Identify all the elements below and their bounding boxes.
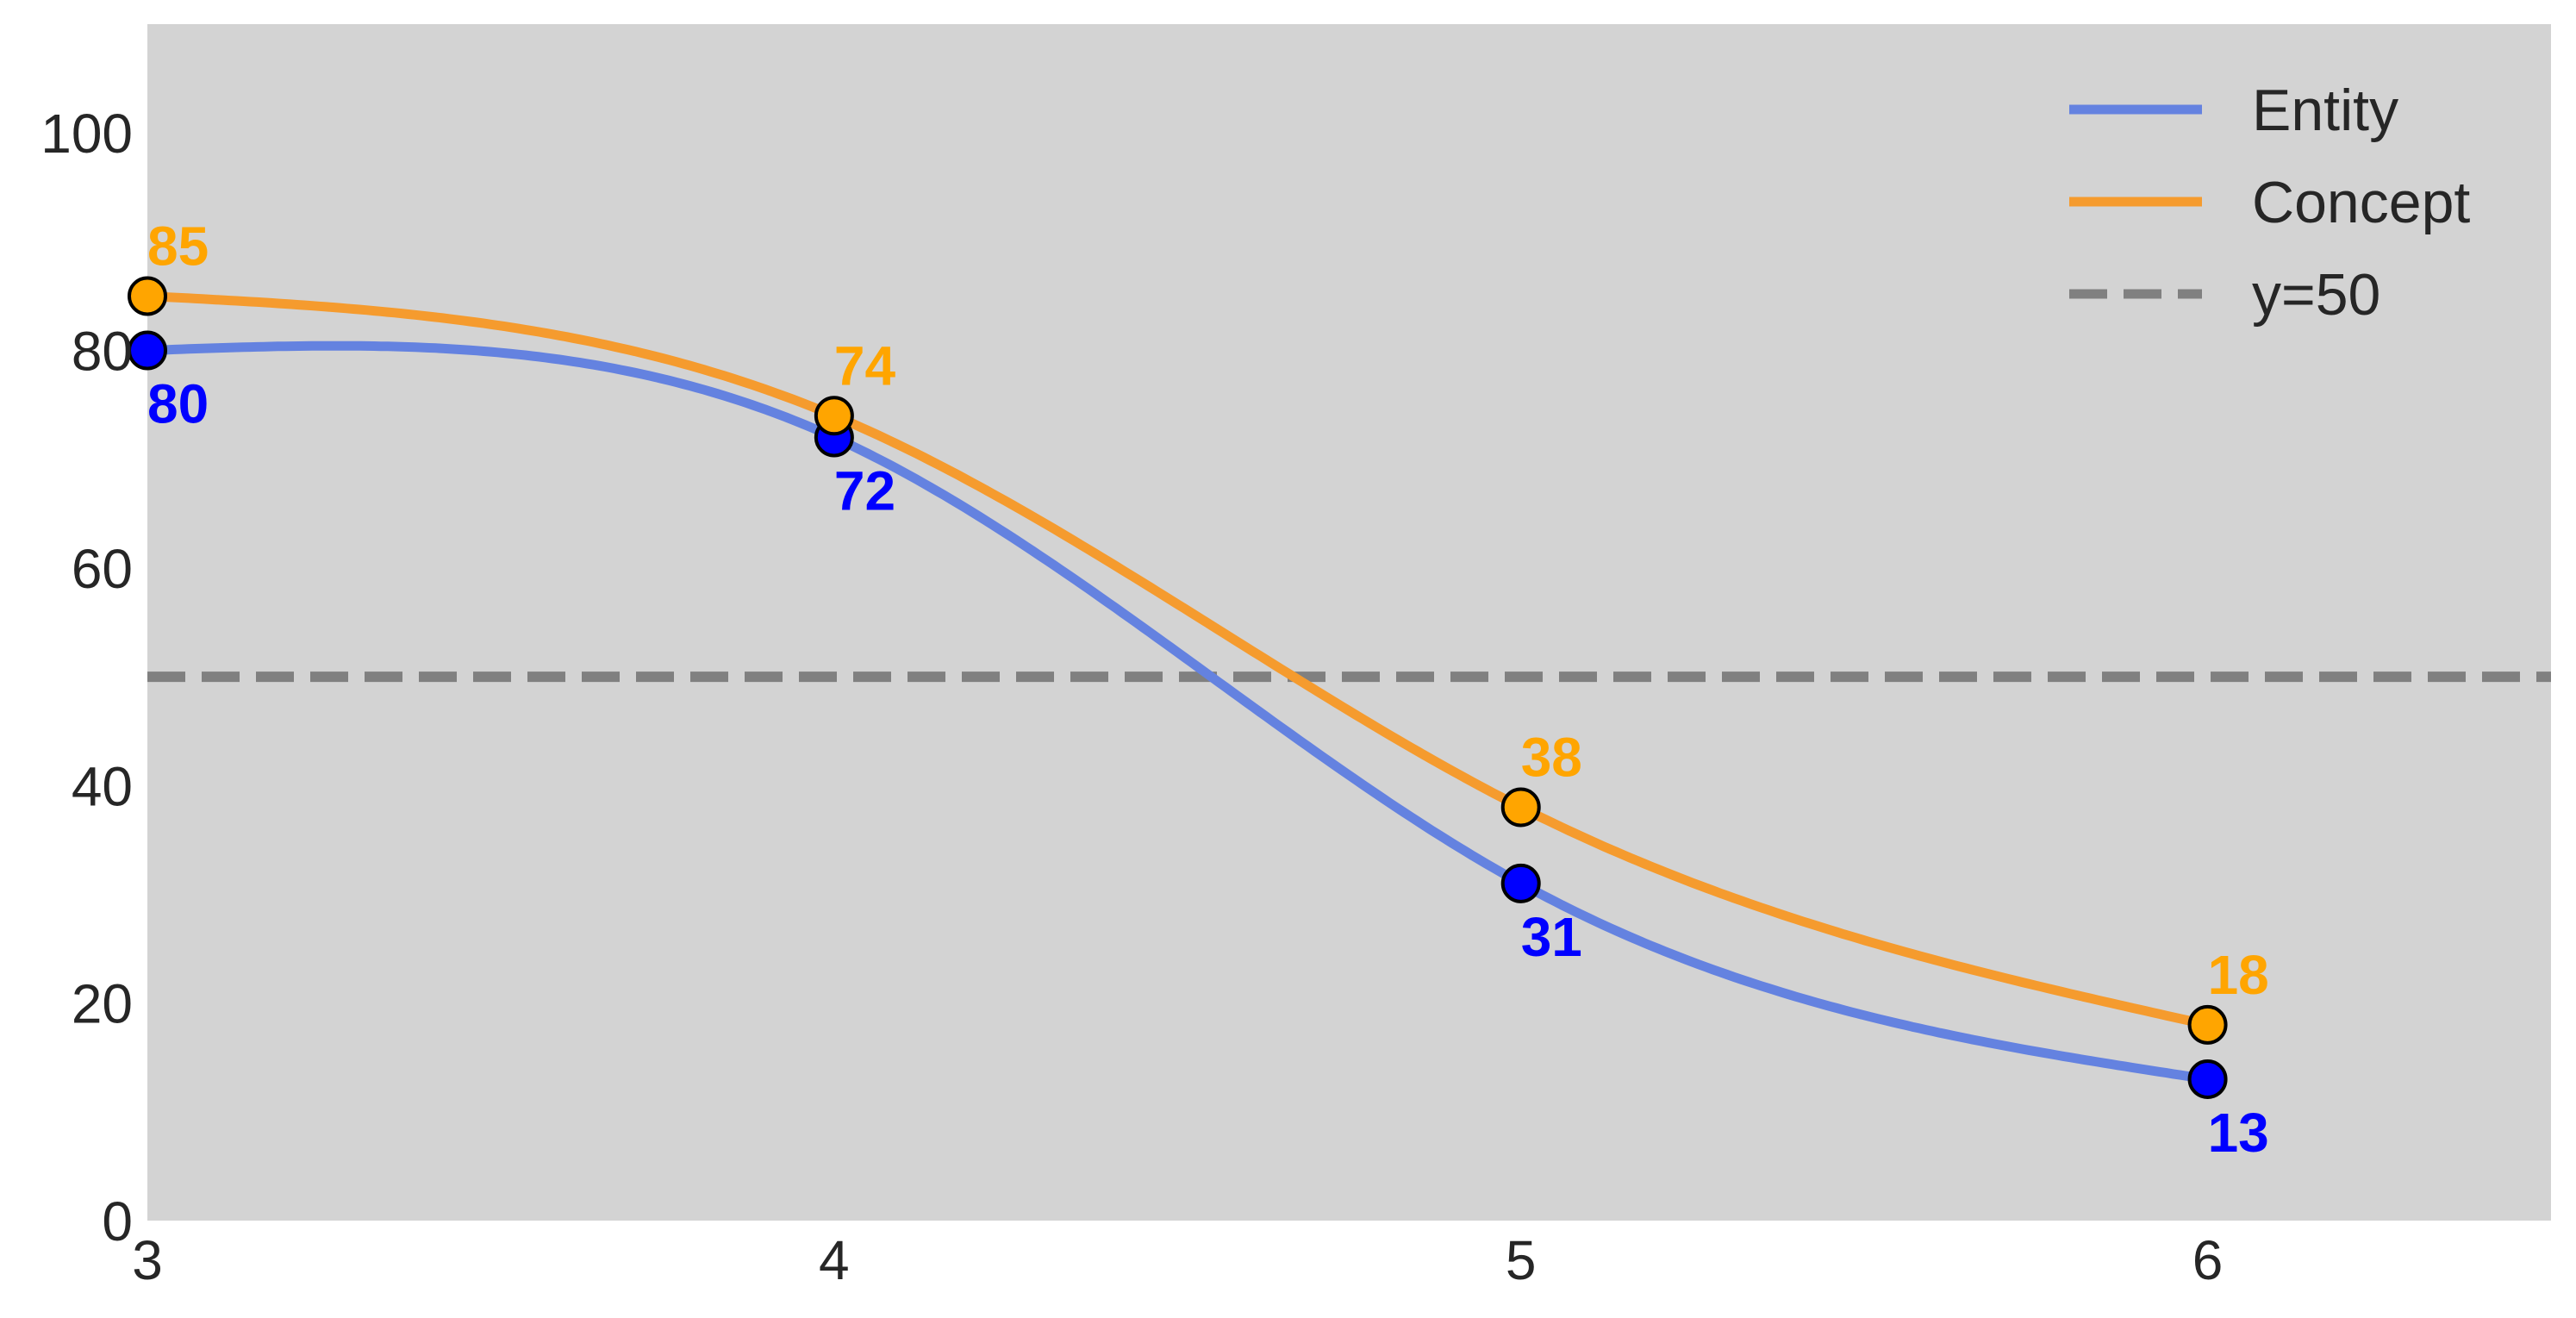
y-tick-label: 0 [102, 1190, 133, 1252]
x-tick-label: 4 [819, 1229, 850, 1291]
data-label-concept: 38 [1521, 727, 1582, 789]
marker-entity [2187, 1059, 2228, 1099]
markers-layer [128, 276, 2228, 1099]
marker-concept [814, 396, 854, 436]
data-label-entity: 80 [147, 373, 209, 435]
data-label-entity: 13 [2208, 1102, 2269, 1164]
data-label-entity: 31 [1521, 906, 1582, 968]
series-line-concept [142, 291, 2213, 1030]
marker-concept [128, 276, 167, 316]
y-tick-label: 60 [72, 538, 133, 600]
marker-entity [1500, 863, 1541, 903]
series-line-entity [142, 340, 2213, 1084]
marker-concept [1500, 787, 1541, 828]
marker-concept [2187, 1004, 2228, 1045]
x-tick-label: 5 [1506, 1229, 1537, 1291]
y-tick-label: 80 [72, 321, 133, 383]
data-label-entity: 72 [834, 459, 895, 522]
series-lines-layer [142, 291, 2213, 1084]
legend-label-y50: y=50 [2252, 262, 2380, 328]
x-tick-label: 3 [132, 1229, 163, 1291]
y-tick-label: 20 [72, 973, 133, 1035]
data-label-concept: 85 [147, 215, 209, 277]
plot-background [147, 24, 2551, 1221]
y-tick-label: 40 [72, 755, 133, 817]
legend: Entity Concept y=50 [2069, 78, 2470, 328]
data-labels-layer: 80 72 31 13 85 74 38 18 [147, 215, 2269, 1164]
marker-entity [128, 330, 167, 371]
y-tick-label: 100 [41, 103, 133, 165]
x-tick-label: 6 [2192, 1229, 2224, 1291]
data-label-concept: 74 [834, 334, 896, 397]
legend-label-concept: Concept [2252, 170, 2470, 235]
legend-label-entity: Entity [2252, 78, 2398, 143]
data-label-concept: 18 [2208, 944, 2269, 1006]
